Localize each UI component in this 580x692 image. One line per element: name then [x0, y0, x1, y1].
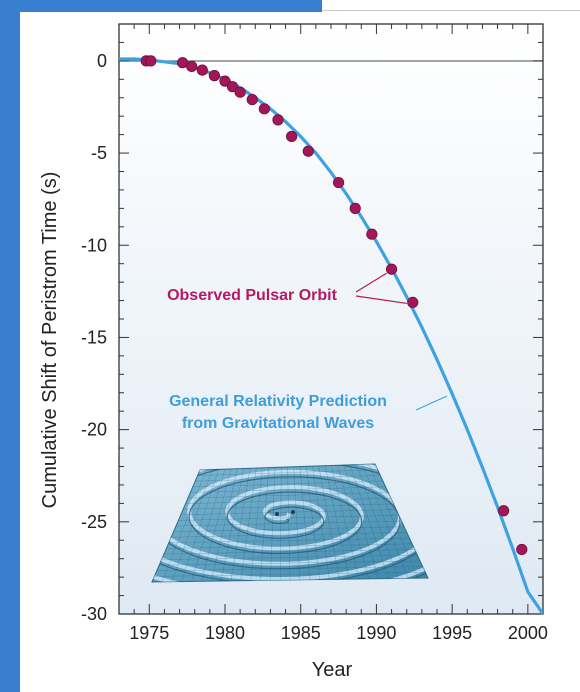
y-tick-label: -5 [91, 143, 107, 163]
inset-mesh-line [166, 543, 413, 549]
observed-point [145, 55, 157, 67]
inset-mesh-line [337, 465, 370, 579]
inset-mesh-line [195, 475, 381, 482]
gravitational-wave-spiral-inset [151, 463, 429, 583]
inset-mesh-line [156, 566, 423, 571]
observed-point [498, 505, 510, 517]
inset-mesh-line [230, 468, 251, 581]
x-tick-label: 2000 [508, 623, 548, 643]
x-tick-label: 1985 [281, 623, 321, 643]
annotation-leaders [355, 272, 448, 411]
inset-spiral-crest [152, 464, 428, 582]
observed-point [332, 176, 345, 189]
observed-point [407, 296, 419, 309]
inset-mesh-line [306, 466, 320, 580]
y-tick-label: 0 [97, 51, 107, 71]
frame-left-bar [0, 0, 20, 692]
x-tick-label: 1975 [129, 623, 169, 643]
y-tick-label: -30 [81, 604, 107, 624]
inset-mesh-line [175, 520, 402, 527]
observed-point [246, 93, 258, 106]
inset-mesh-line [178, 515, 399, 521]
inset-mesh-line [250, 467, 263, 581]
inset-mesh-line [159, 560, 421, 566]
observed-point [258, 103, 270, 115]
inset-mesh-line [356, 464, 399, 579]
inset-mesh-line [161, 555, 418, 560]
observed-point [226, 81, 239, 93]
gr-prediction-label-line2: from Gravitational Waves [182, 415, 374, 432]
inset-mesh-line [318, 465, 340, 580]
y-tick-label: -25 [81, 512, 107, 532]
inset-mesh-line [199, 464, 376, 471]
gr-leader-line [415, 395, 448, 411]
inset-mesh-line [331, 465, 360, 580]
inset-mesh-line [201, 468, 232, 582]
observed-orbit-label: Observed Pulsar Orbit [167, 287, 338, 304]
inset-mesh-line [163, 549, 415, 555]
inset-mesh-line [240, 468, 257, 581]
inset-mesh-line [154, 572, 426, 577]
inset-mesh-line [192, 480, 383, 487]
inset-mesh-line [171, 532, 407, 538]
inset-mesh-line [183, 503, 394, 510]
inset-mesh-line [180, 509, 397, 515]
x-tick-label: 1990 [356, 623, 396, 643]
inset-mesh-line [181, 469, 219, 582]
inset-mesh-line [343, 465, 379, 579]
inset-mesh-line [312, 466, 330, 580]
observed-point [234, 86, 246, 98]
observed-point [385, 263, 398, 275]
observed-point [302, 145, 314, 157]
inset-center-mass [275, 512, 279, 516]
frame-top-line [322, 10, 580, 11]
observed-point [286, 130, 298, 143]
y-tick-label: -20 [81, 420, 107, 440]
inset-mesh-line [299, 466, 310, 580]
observed-point [196, 64, 208, 76]
inset-mesh-line [168, 537, 410, 543]
x-tick-label: 1980 [205, 623, 245, 643]
inset-mesh-line [197, 469, 378, 476]
inset-mesh-line [220, 468, 244, 582]
y-tick-label: -10 [81, 235, 107, 255]
inset-mesh-line [349, 464, 389, 579]
observed-point [208, 70, 220, 82]
observed-point [366, 228, 378, 240]
inset-mesh-line [171, 469, 213, 582]
inset-mesh-line [260, 467, 269, 581]
inset-mesh-line [191, 469, 226, 582]
x-axis-title: Year [312, 659, 353, 681]
y-axis-title: Cumulative Shift of Peristrom Time (s) [39, 172, 61, 509]
gr-prediction-label-line1: General Relativity Prediction [169, 393, 387, 410]
inset-mesh-line [279, 467, 282, 581]
x-tick-label: 1995 [432, 623, 472, 643]
inset-mesh-line [293, 466, 301, 580]
inset-mesh-line [161, 469, 207, 582]
inset-mesh-line [190, 486, 386, 493]
inset-mesh-line [287, 466, 291, 581]
observed-point [349, 202, 361, 214]
observed-leader-line [355, 272, 387, 293]
inset-mesh-line [187, 492, 389, 499]
inset-mesh-line [210, 468, 238, 582]
y-tick-label: -15 [81, 327, 107, 347]
inset-mesh-line [173, 526, 405, 532]
frame-top-bar [0, 0, 322, 12]
observed-points [140, 55, 528, 556]
observed-point [516, 543, 528, 556]
observed-point [186, 60, 198, 73]
inset-mesh-line [185, 498, 391, 504]
inset-mesh-line [362, 464, 409, 579]
observed-point [219, 75, 231, 87]
observed-leader-line [355, 295, 407, 304]
observed-point [272, 114, 284, 126]
inset-mesh-line [368, 464, 419, 579]
inset-spiral-trough [152, 464, 428, 582]
inset-center-mass [291, 510, 295, 514]
inset-mesh-line [270, 467, 276, 581]
inset-mesh-line [324, 465, 350, 580]
inset-spiral-group [152, 464, 428, 582]
